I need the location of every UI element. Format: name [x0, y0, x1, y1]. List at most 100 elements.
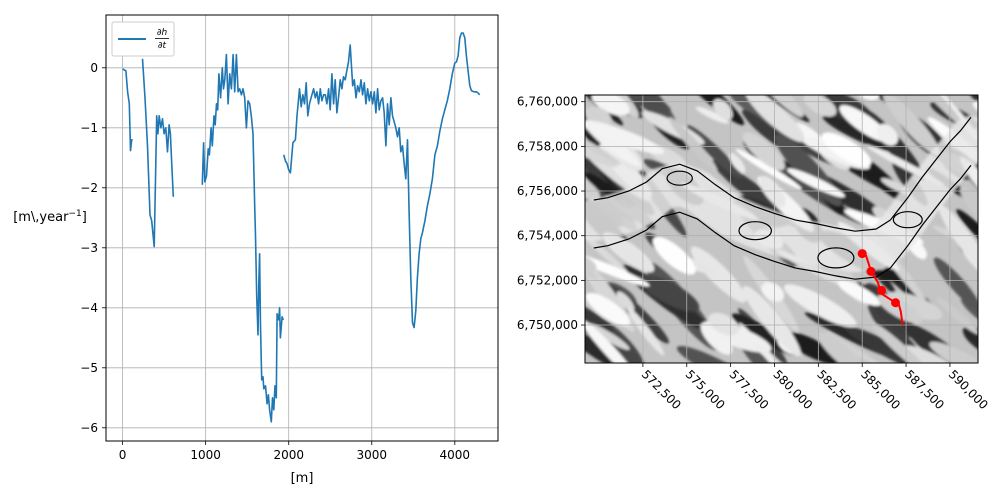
glacier-outline-patch	[738, 221, 773, 241]
x-tick-label: 1000	[190, 448, 221, 462]
terrain-shade	[585, 288, 614, 335]
profile-line	[857, 249, 904, 326]
y-axis-ticks: 0 −1 −2 −3 −4 −5 −6	[80, 61, 106, 435]
y-tick-label: −5	[80, 361, 98, 375]
terrain-shade	[871, 322, 932, 363]
series-line-segment	[141, 58, 175, 248]
y-tick-label: −4	[80, 301, 98, 315]
terrain-shade	[585, 172, 624, 201]
northing-tick-label: 6,754,000	[517, 229, 578, 243]
terrain-shade	[602, 232, 655, 273]
terrain-shade	[676, 346, 754, 363]
easting-tick-label: 587,500	[902, 367, 947, 412]
terrain-shade	[744, 95, 804, 118]
terrain-shade	[545, 341, 588, 393]
y-axis-label: [m\,year−1]	[13, 209, 87, 225]
terrain-shade	[959, 157, 978, 225]
terrain-shade	[901, 345, 956, 363]
terrain-shade	[585, 258, 598, 280]
terrain-shade	[585, 95, 671, 113]
terrain-shade	[585, 165, 601, 201]
terrain-shade	[713, 98, 733, 120]
terrain-shade	[837, 280, 882, 306]
terrain-shade	[752, 342, 776, 363]
terrain-shade	[929, 341, 978, 363]
map-area	[545, 95, 978, 393]
map-frame	[584, 94, 979, 364]
northing-tick-label: 6,750,000	[517, 318, 578, 332]
terrain-shade	[784, 332, 840, 363]
glacier-surface-shade	[585, 116, 978, 273]
glacier-outline-patch	[817, 247, 855, 269]
terrain-shade	[853, 95, 880, 101]
terrain-shade	[708, 312, 739, 336]
series-dh-dt	[122, 32, 481, 423]
terrain-shade	[585, 249, 597, 272]
y-tick-label: −2	[80, 181, 98, 195]
terrain-shade	[588, 323, 630, 350]
y-tick-label: −3	[80, 241, 98, 255]
x-tick-label: 4000	[440, 448, 471, 462]
terrain-shade	[817, 332, 870, 363]
easting-tick-label: 582,500	[814, 367, 859, 412]
terrain-shade	[803, 95, 837, 117]
terrain-shade	[742, 285, 801, 357]
legend: ∂h ∂t	[111, 21, 175, 57]
terrain-shade	[783, 284, 857, 328]
profile-marker	[857, 249, 867, 259]
easting-ticks: 572,500575,000577,500580,000582,500585,0…	[639, 363, 991, 412]
terrain-shade	[585, 234, 629, 275]
terrain-shade	[882, 95, 940, 156]
elevation-change-plot: 0 1000 2000 3000 4000 0 −1 −2 −3 −4 −5 −6 [m] [m\,…	[13, 14, 499, 486]
northing-tick-label: 6,756,000	[517, 184, 578, 198]
terrain-shade	[690, 246, 747, 303]
profile-marker	[877, 285, 886, 295]
y-tick-label: −6	[80, 421, 98, 435]
terrain-shade	[585, 322, 645, 363]
terrain-shade	[844, 326, 939, 363]
x-axis-ticks: 0 1000 2000 3000 4000	[119, 441, 470, 462]
easting-tick-label: 572,500	[639, 367, 684, 412]
terrain-shade	[638, 274, 700, 312]
terrain-shade	[591, 95, 630, 116]
terrain-shade	[821, 132, 872, 167]
x-tick-label: 0	[119, 448, 127, 462]
series-line-segment	[282, 32, 481, 329]
legend-label-numerator: ∂h	[157, 28, 168, 38]
terrain-shade	[735, 148, 802, 190]
legend-label-denominator: ∂t	[158, 41, 167, 51]
terrain-shade	[876, 123, 899, 146]
y-tick-label: 0	[90, 61, 98, 75]
plot-frame	[105, 14, 499, 442]
easting-tick-label: 590,000	[946, 367, 991, 412]
profile-marker	[866, 266, 876, 276]
terrain-shade	[585, 250, 650, 287]
glacier-outlines	[593, 116, 972, 280]
terrain-shade	[700, 322, 733, 355]
series-line-segment	[122, 68, 133, 152]
glacier-outline-main	[593, 116, 972, 232]
northing-tick-label: 6,752,000	[517, 273, 578, 287]
plot-area	[106, 15, 498, 441]
series-line-segment	[201, 53, 285, 423]
terrain-shade	[938, 205, 978, 279]
terrain-shade	[962, 326, 978, 359]
y-tick-label: −1	[80, 121, 98, 135]
glacier-map: 572,500575,000577,500580,000582,500585,0…	[517, 94, 991, 412]
x-tick-label: 3000	[356, 448, 387, 462]
easting-tick-label: 585,000	[858, 367, 903, 412]
terrain-shade	[668, 117, 718, 172]
easting-tick-label: 580,000	[770, 367, 815, 412]
glacier-outline-lower	[593, 164, 972, 280]
northing-tick-label: 6,760,000	[517, 95, 578, 109]
terrain-shade	[627, 307, 665, 356]
terrain-shade	[956, 209, 978, 258]
terrain-shade	[585, 292, 630, 326]
plot-grid	[106, 15, 498, 441]
terrain-shade	[787, 168, 845, 198]
northing-ticks: 6,750,000 6,752,000 6,754,000 6,756,000 6,75…	[517, 95, 585, 332]
terrain-shade	[695, 106, 729, 124]
x-tick-label: 2000	[273, 448, 304, 462]
terrain-shade	[652, 236, 696, 275]
